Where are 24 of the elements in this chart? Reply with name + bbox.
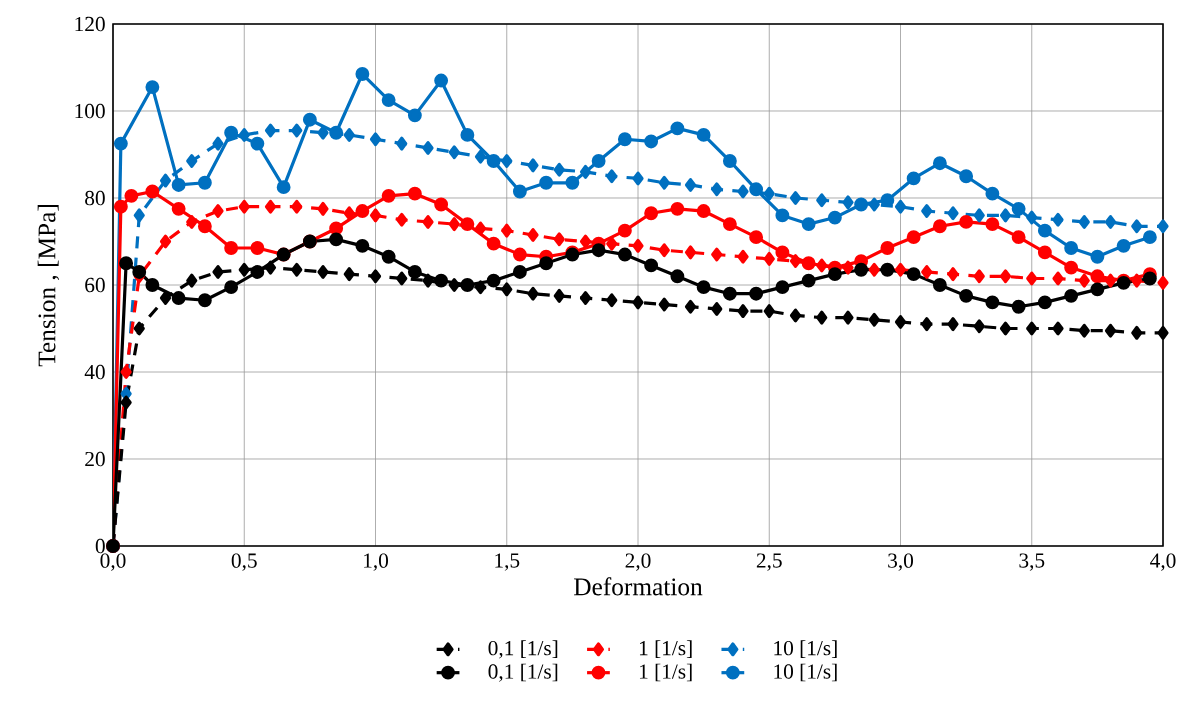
- x-tick-label: 1,5: [495, 553, 520, 571]
- y-tick-label: 60: [85, 277, 105, 293]
- y-tick-label: 20: [85, 451, 105, 467]
- legend-label: 1 [1/s]: [639, 663, 692, 682]
- x-tick-label: 3,0: [888, 553, 914, 571]
- y-tick-label: 100: [75, 103, 105, 119]
- y-tick-label: 40: [84, 364, 105, 380]
- x-tick-label: 2,0: [625, 553, 651, 571]
- y-tick-label: 80: [85, 190, 105, 206]
- legend-label: 10 [1/s]: [774, 663, 837, 682]
- x-tick-label: 1,0: [364, 553, 389, 571]
- legend-label: 10 [1/s]: [774, 640, 837, 658]
- legend-label: 1 [1/s]: [639, 640, 692, 658]
- x-axis-title: Deformation: [574, 577, 703, 596]
- legend-label: 0,1 [1/s]: [488, 663, 558, 682]
- y-tick-label: 0: [95, 538, 105, 554]
- x-tick-label: 3,5: [1019, 553, 1045, 571]
- y-tick-label: 120: [75, 16, 105, 32]
- y-axis-title: Tension , [MPa]: [37, 205, 60, 367]
- x-tick-label: 4,0: [1150, 553, 1176, 571]
- legend-label: 0,1 [1/s]: [488, 640, 558, 659]
- x-tick-label: 0,5: [231, 553, 257, 571]
- x-tick-label: 2,5: [756, 553, 782, 571]
- x-tick-label: 0,0: [100, 553, 126, 571]
